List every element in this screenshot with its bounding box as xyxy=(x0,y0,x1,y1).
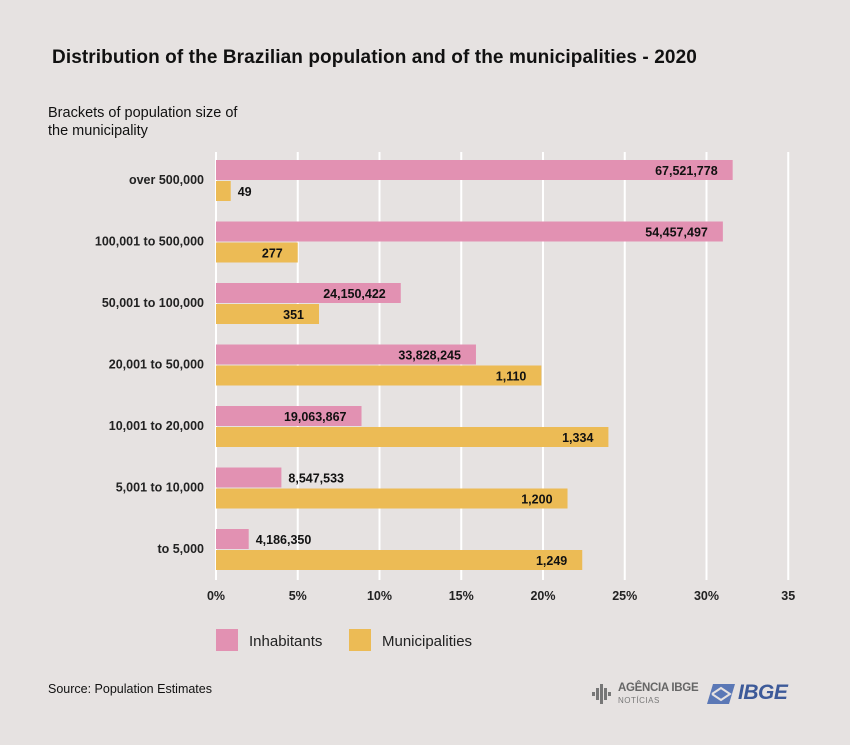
ibge-logo-text: IBGE xyxy=(738,681,788,704)
inhabitants-bar xyxy=(216,467,282,488)
x-tick-label: 10% xyxy=(367,589,392,603)
x-tick-label: 0% xyxy=(207,589,225,603)
municipalities-bar xyxy=(216,427,609,447)
x-tick-label: 35 xyxy=(781,589,795,603)
municipalities-bar xyxy=(216,242,298,263)
y-axis-label: Brackets of population size of the munic… xyxy=(48,105,238,139)
inhabitants-bar xyxy=(216,344,476,365)
data-label: 277 xyxy=(262,247,283,261)
source-note: Source: Population Estimates xyxy=(48,682,212,696)
inhabitants-bar xyxy=(216,529,249,549)
inhabitants-bar xyxy=(216,283,401,303)
legend-label: Municipalities xyxy=(382,633,472,650)
data-label: 1,200 xyxy=(521,493,552,507)
legend: Inhabitants Municipalities xyxy=(216,629,472,651)
data-label: 1,249 xyxy=(536,554,567,568)
agencia-logo-subtext: NOTÍCIAS xyxy=(618,696,660,705)
inhabitants-bar xyxy=(216,160,733,180)
municipalities-bar xyxy=(216,304,320,324)
data-label: 24,150,422 xyxy=(323,287,386,301)
x-tick-labels: 0% 5% 10% 15% 20% 25% 30% 35 xyxy=(207,589,795,603)
category-label: to 5,000 xyxy=(157,542,204,556)
data-label: 19,063,867 xyxy=(284,410,347,424)
legend-swatch-municipalities xyxy=(349,629,371,651)
agencia-logo-icon xyxy=(592,684,611,704)
x-tick-label: 5% xyxy=(289,589,307,603)
data-label: 1,334 xyxy=(562,431,593,445)
data-label: 67,521,778 xyxy=(655,164,718,178)
municipalities-bar xyxy=(216,488,568,509)
category-label: 100,001 to 500,000 xyxy=(95,235,204,249)
data-labels: 67,521,778 49 54,457,497 277 24,150,422 351 33… xyxy=(238,164,718,568)
category-label: 10,001 to 20,000 xyxy=(109,419,204,433)
bars xyxy=(216,160,733,570)
data-label: 33,828,245 xyxy=(398,349,461,363)
agencia-ibge-logo: AGÊNCIA IBGE NOTÍCIAS xyxy=(592,681,699,709)
category-label: over 500,000 xyxy=(129,173,204,187)
category-label: 20,001 to 50,000 xyxy=(109,358,204,372)
inhabitants-bar xyxy=(216,221,723,242)
municipalities-bar xyxy=(216,550,583,570)
municipalities-bar xyxy=(216,181,231,201)
data-label: 351 xyxy=(283,308,304,322)
legend-swatch-inhabitants xyxy=(216,629,238,651)
ibge-logo: IBGE xyxy=(707,681,807,707)
x-tick-label: 15% xyxy=(449,589,474,603)
data-label: 4,186,350 xyxy=(256,533,312,547)
data-label: 49 xyxy=(238,185,252,199)
legend-label: Inhabitants xyxy=(249,633,322,650)
category-label: 5,001 to 10,000 xyxy=(116,481,204,495)
x-tick-label: 20% xyxy=(530,589,555,603)
category-labels: over 500,000 100,001 to 500,000 50,001 to … xyxy=(95,173,204,556)
municipalities-bar xyxy=(216,365,542,386)
data-label: 8,547,533 xyxy=(288,472,344,486)
data-label: 54,457,497 xyxy=(645,226,708,240)
agencia-logo-text: AGÊNCIA IBGE xyxy=(618,682,699,694)
x-tick-label: 25% xyxy=(612,589,637,603)
x-tick-label: 30% xyxy=(694,589,719,603)
category-label: 50,001 to 100,000 xyxy=(102,296,204,310)
chart-title: Distribution of the Brazilian population… xyxy=(52,47,697,68)
ibge-logo-icon xyxy=(707,684,735,704)
inhabitants-bar xyxy=(216,406,362,426)
data-label: 1,110 xyxy=(496,370,527,384)
